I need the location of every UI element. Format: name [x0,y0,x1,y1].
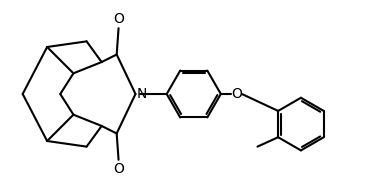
Text: O: O [113,12,124,26]
Text: O: O [231,87,242,101]
Text: O: O [113,162,124,176]
Text: N: N [136,87,147,101]
